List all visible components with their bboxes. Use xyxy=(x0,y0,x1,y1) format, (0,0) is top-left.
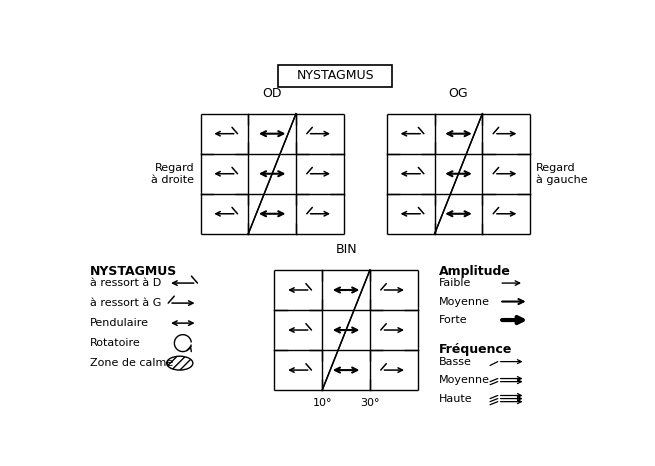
Text: 10°: 10° xyxy=(312,398,332,408)
Text: Basse: Basse xyxy=(440,356,472,367)
Text: Moyenne: Moyenne xyxy=(440,375,490,385)
FancyBboxPatch shape xyxy=(278,65,392,87)
Text: NYSTAGMUS: NYSTAGMUS xyxy=(90,265,177,278)
Text: 30°: 30° xyxy=(360,398,380,408)
Text: Regard
à droite: Regard à droite xyxy=(151,163,195,185)
Text: Haute: Haute xyxy=(440,394,473,404)
Text: Forte: Forte xyxy=(440,315,468,325)
Text: Faible: Faible xyxy=(440,278,472,288)
Text: OG: OG xyxy=(449,87,468,100)
Text: Amplitude: Amplitude xyxy=(440,265,511,278)
Text: Pendulaire: Pendulaire xyxy=(90,318,149,328)
Text: à ressort à D: à ressort à D xyxy=(90,278,161,288)
Text: Regard
à gauche: Regard à gauche xyxy=(536,163,588,185)
Text: Fréquence: Fréquence xyxy=(440,343,513,356)
Text: Zone de calme: Zone de calme xyxy=(90,358,173,368)
Text: NYSTAGMUS: NYSTAGMUS xyxy=(297,69,374,82)
Text: OD: OD xyxy=(263,87,282,100)
Text: à ressort à G: à ressort à G xyxy=(90,298,161,308)
Text: Moyenne: Moyenne xyxy=(440,296,490,307)
Text: Rotatoire: Rotatoire xyxy=(90,338,140,348)
Text: BIN: BIN xyxy=(335,243,357,256)
Ellipse shape xyxy=(166,356,193,370)
